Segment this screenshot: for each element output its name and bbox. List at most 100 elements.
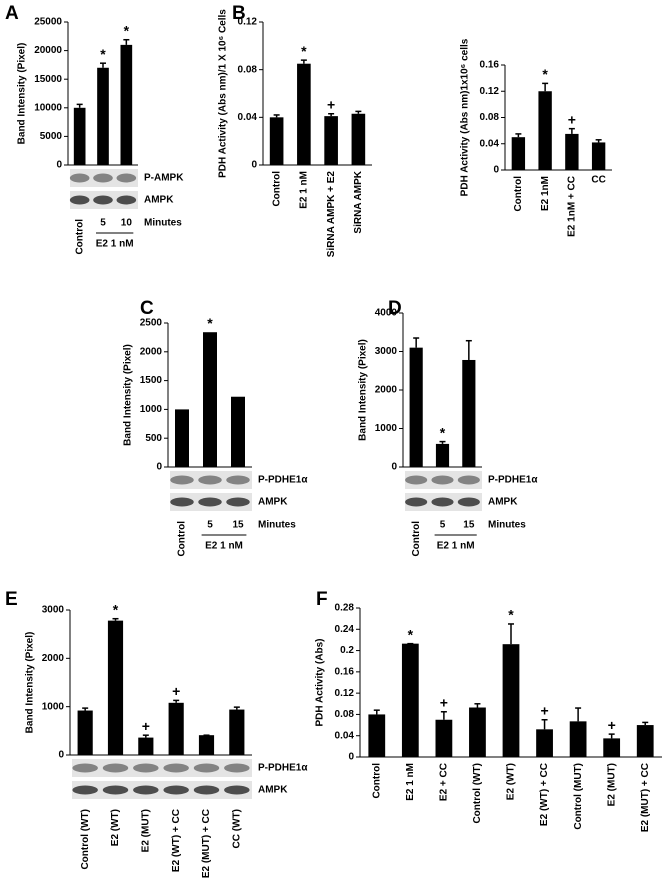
y-tick-label: 1500	[140, 375, 163, 386]
y-tick-label: 5000	[40, 131, 63, 142]
x-tick-label: E2 1nM	[540, 176, 551, 211]
blot-band	[93, 195, 113, 205]
blot-band	[198, 475, 222, 485]
significance-marker: +	[540, 702, 548, 718]
y-axis-label: PDH Activity (Abs nm)1x10⁶ cells	[460, 38, 471, 196]
y-tick-label: 0.12	[480, 86, 500, 97]
x-tick-label: E2 (WT)	[506, 763, 517, 800]
x-unit-label: Minutes	[488, 520, 526, 531]
y-tick-label: 0.04	[480, 138, 500, 149]
y-tick-label: 25000	[34, 17, 62, 28]
bar	[401, 643, 419, 757]
bar	[409, 347, 423, 467]
y-tick-label: 15000	[34, 74, 62, 85]
blot-band	[102, 763, 129, 773]
blot-band	[102, 785, 129, 795]
y-tick-label: 0	[156, 462, 162, 473]
blot-label: P-PDHE1α	[258, 475, 308, 486]
x-tick-label: E2 (WT)	[110, 809, 121, 846]
y-tick-label: 3000	[375, 346, 398, 357]
y-tick-label: 0	[391, 462, 397, 473]
bar	[198, 735, 215, 755]
y-tick-label: 2000	[140, 346, 163, 357]
blot-band	[405, 475, 428, 485]
bar	[591, 142, 606, 170]
x-tick-label: Control	[271, 171, 282, 207]
blot-label: P-AMPK	[144, 173, 184, 184]
y-tick-label: 0.04	[335, 730, 355, 741]
blot-band	[133, 785, 159, 795]
panel-label: D	[388, 298, 402, 319]
panel-label: F	[316, 589, 328, 610]
y-tick-label: 3000	[42, 605, 65, 616]
blot-band	[198, 497, 222, 507]
y-tick-label: 0.16	[335, 666, 355, 677]
bar	[511, 137, 526, 170]
blot-band	[72, 763, 98, 773]
bar	[324, 116, 338, 165]
y-tick-label: 0.2	[340, 645, 354, 656]
y-tick-label: 0.12	[335, 688, 355, 699]
x-unit-label: Minutes	[144, 218, 182, 229]
blot-label: AMPK	[258, 785, 288, 796]
bar	[565, 133, 579, 170]
x-tick-label: 15	[232, 520, 244, 531]
bar	[351, 113, 366, 165]
blot-band	[93, 173, 113, 183]
x-tick-label: Control	[371, 763, 382, 799]
significance-marker: *	[408, 626, 414, 642]
y-tick-label: 0.24	[335, 624, 355, 635]
x-tick-label: Control	[177, 521, 188, 557]
bar	[203, 332, 217, 467]
bar	[97, 67, 109, 165]
blot-band	[193, 785, 220, 795]
y-axis-label: Band Intensity (Pixel)	[123, 344, 134, 446]
bar	[229, 709, 245, 755]
y-tick-label: 1000	[140, 404, 163, 415]
x-tick-label: E2 (MUT) + CC	[640, 763, 651, 832]
y-tick-label: 0	[348, 752, 354, 763]
y-tick-label: 0.08	[335, 709, 355, 720]
x-tick-label: 5	[440, 520, 446, 531]
x-tick-label: E2 (WT) + CC	[171, 809, 182, 872]
y-tick-label: 0	[251, 160, 257, 171]
y-tick-label: 0	[58, 750, 64, 761]
significance-marker: +	[440, 694, 448, 710]
x-tick-label: E2 (WT) + CC	[539, 763, 550, 826]
y-tick-label: 0	[56, 160, 62, 171]
bar	[536, 729, 553, 757]
blot-band	[431, 497, 454, 507]
blot-band	[431, 475, 454, 485]
x-tick-label: CC	[591, 175, 605, 186]
y-tick-label: 0.08	[480, 112, 500, 123]
blot-band	[163, 785, 189, 795]
group-label: E2 1 nM	[437, 541, 475, 552]
blot-strip	[72, 781, 252, 799]
significance-marker: +	[608, 717, 616, 733]
bar	[435, 719, 453, 757]
x-tick-label: E2 (MUT)	[140, 809, 151, 852]
blot-band	[193, 763, 220, 773]
significance-marker: +	[327, 96, 335, 112]
bar	[603, 738, 621, 757]
y-tick-label: 0.28	[335, 603, 355, 614]
x-tick-label: SiRNA AMPK	[353, 170, 364, 233]
bar	[636, 725, 654, 757]
group-label: E2 1 nM	[96, 239, 134, 250]
blot-label: P-PDHE1α	[258, 763, 308, 774]
bar	[297, 63, 311, 166]
blot-band	[224, 785, 250, 795]
y-axis-label: Band Intensity (Pixel)	[25, 632, 36, 734]
x-tick-label: Control	[513, 176, 524, 212]
blot-band	[457, 475, 480, 485]
significance-marker: *	[100, 46, 106, 62]
bar	[435, 443, 450, 467]
x-tick-label: 15	[463, 520, 475, 531]
blot-band	[116, 195, 137, 205]
blot-label: AMPK	[488, 497, 518, 508]
x-tick-label: Control (WT)	[472, 763, 483, 824]
blot-band	[72, 785, 98, 795]
y-tick-label: 0.08	[238, 64, 258, 75]
x-tick-label: Control (WT)	[80, 809, 91, 870]
y-tick-label: 2000	[42, 653, 65, 664]
